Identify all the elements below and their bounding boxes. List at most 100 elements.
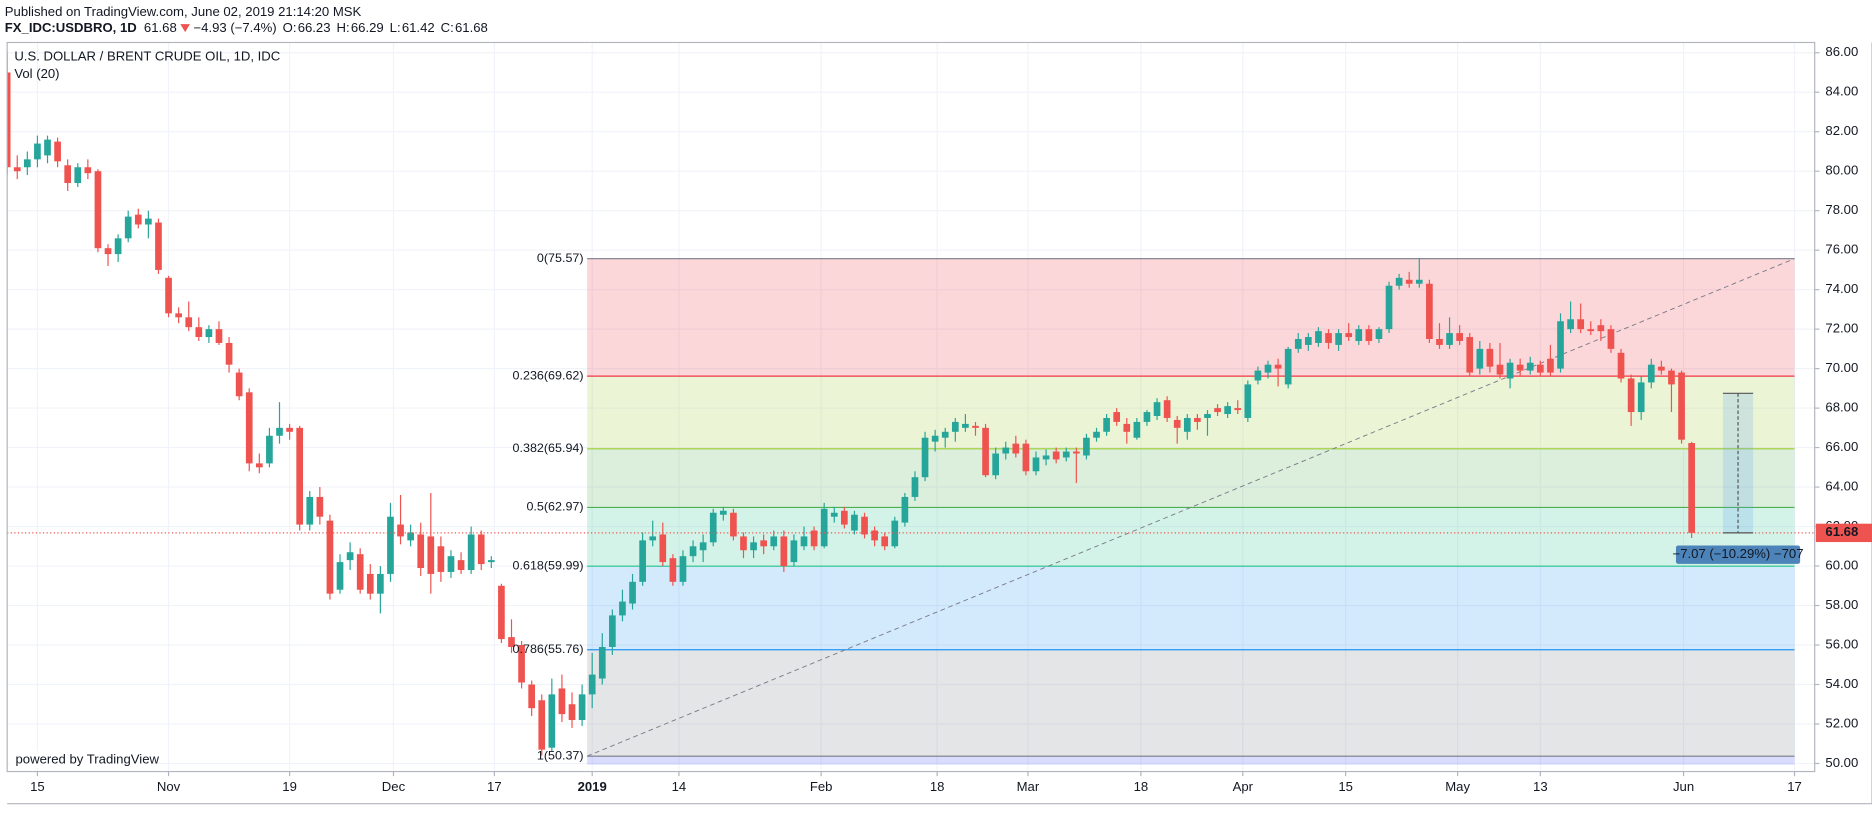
candle-body bbox=[921, 437, 929, 478]
candle-body bbox=[1436, 339, 1443, 345]
candle-body bbox=[1315, 331, 1322, 343]
y-tick-label: 68.00 bbox=[1825, 400, 1858, 415]
candle-body bbox=[699, 542, 707, 551]
overlay: 0(75.57) 0.236(69.62) 0.382(65.94) 0.5(62.9… bbox=[9, 49, 1804, 769]
symbol: FX_IDC:USDBRO, 1D bbox=[5, 20, 137, 35]
candle-body bbox=[94, 171, 102, 249]
candle-body bbox=[467, 534, 475, 570]
x-tick-label: 17 bbox=[1787, 779, 1802, 794]
published: Published on TradingView.com, June 02, 2… bbox=[5, 4, 362, 19]
candle-body bbox=[1617, 352, 1625, 379]
candle-body bbox=[175, 313, 182, 318]
candle-body bbox=[851, 514, 858, 531]
x-tick-label: Nov bbox=[157, 779, 181, 794]
quote-value: 66.29 bbox=[351, 20, 384, 35]
fib-zone bbox=[587, 258, 1795, 377]
candle-body bbox=[1577, 319, 1585, 330]
candle-body bbox=[1476, 348, 1484, 369]
candle-body bbox=[255, 463, 263, 468]
candle-body bbox=[1264, 364, 1272, 373]
candle-body bbox=[881, 536, 889, 547]
candle-body bbox=[1345, 333, 1353, 338]
quote-value: 66.23 bbox=[298, 20, 331, 35]
candle-body bbox=[1536, 364, 1544, 373]
candle-body bbox=[1284, 348, 1292, 385]
candle-body bbox=[64, 165, 72, 184]
candle-body bbox=[1607, 329, 1615, 349]
candle-body bbox=[336, 562, 344, 590]
candle-body bbox=[780, 536, 788, 567]
candle-body bbox=[266, 435, 273, 464]
y-tick-label: 82.00 bbox=[1825, 123, 1858, 138]
measure-label: −7.07 (−10.29%) −707 bbox=[1673, 546, 1804, 561]
candle-body bbox=[800, 536, 808, 547]
candle-body bbox=[931, 435, 939, 442]
quote-label: O: bbox=[283, 20, 297, 35]
candle-body bbox=[770, 536, 778, 547]
candle-body bbox=[165, 277, 172, 314]
indicator-label: Vol (20) bbox=[14, 66, 59, 81]
candle-body bbox=[407, 532, 414, 541]
candle-body bbox=[962, 423, 969, 428]
y-tick-label: 78.00 bbox=[1825, 202, 1858, 217]
candle-body bbox=[44, 139, 51, 156]
footer: powered by TradingView bbox=[16, 752, 160, 767]
candle-body bbox=[1163, 400, 1171, 418]
candle-body bbox=[34, 143, 41, 160]
down-arrow bbox=[180, 24, 190, 33]
y-tick-label: 74.00 bbox=[1825, 281, 1858, 296]
candle-body bbox=[578, 694, 586, 721]
candle-body bbox=[1426, 283, 1433, 340]
candle-body bbox=[1194, 417, 1201, 422]
candle-body bbox=[155, 222, 162, 270]
candle-body bbox=[1143, 412, 1151, 422]
y-tick-label: 58.00 bbox=[1825, 597, 1858, 612]
candle-body bbox=[185, 317, 193, 328]
fib-label: 1(50.37) bbox=[537, 749, 584, 763]
candle-body bbox=[669, 558, 677, 582]
candle-body bbox=[1385, 285, 1393, 330]
candle-body bbox=[1668, 370, 1675, 385]
candle-body bbox=[215, 329, 223, 343]
candle-body bbox=[1496, 364, 1504, 375]
candle-body bbox=[1153, 402, 1161, 417]
candle-body bbox=[1456, 333, 1463, 341]
x-tick-label: 18 bbox=[1134, 779, 1149, 794]
candle-body bbox=[841, 510, 848, 525]
candle-body bbox=[377, 573, 384, 594]
x-tick-label: 19 bbox=[282, 779, 297, 794]
candle-body bbox=[145, 218, 152, 225]
candle-body bbox=[477, 534, 485, 565]
candle-body bbox=[316, 496, 324, 517]
candle-body bbox=[1597, 325, 1605, 332]
candle-body bbox=[679, 556, 687, 582]
y-tick-label: 64.00 bbox=[1825, 479, 1858, 494]
candle-body bbox=[437, 546, 445, 572]
y-tick-label: 50.00 bbox=[1825, 755, 1858, 770]
candle-body bbox=[709, 512, 717, 543]
candle-body bbox=[1073, 451, 1080, 454]
candle-body bbox=[1022, 443, 1030, 472]
candle-body bbox=[1627, 378, 1635, 413]
y-tick-label: 80.00 bbox=[1825, 163, 1858, 178]
y-tick-label: 60.00 bbox=[1825, 558, 1858, 573]
candle-body bbox=[508, 637, 515, 647]
last-price-box bbox=[1815, 523, 1872, 543]
last-price: 61.68 bbox=[144, 20, 177, 35]
x-tick-label: 15 bbox=[1338, 779, 1353, 794]
fib-zone bbox=[587, 376, 1795, 449]
candle-body bbox=[1062, 451, 1070, 458]
fib-label: 0.786(55.76) bbox=[513, 642, 584, 656]
candle-body bbox=[1547, 358, 1554, 373]
candle-body bbox=[114, 238, 122, 255]
quote-label: L: bbox=[390, 20, 401, 35]
x-tick-label: 14 bbox=[672, 779, 687, 794]
candle-body bbox=[740, 536, 747, 551]
candle-body bbox=[205, 329, 213, 338]
candle-body bbox=[1083, 437, 1090, 456]
candle-body bbox=[1365, 329, 1373, 341]
candle-body bbox=[1688, 443, 1695, 533]
